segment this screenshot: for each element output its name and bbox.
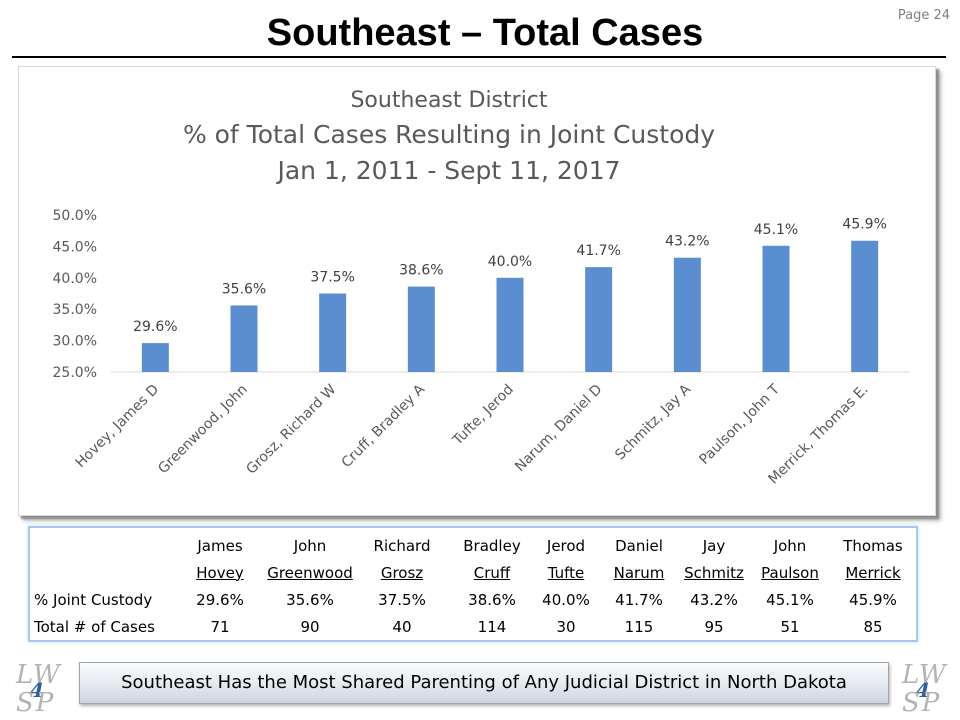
lwsp-logo-right: LW 4 SP xyxy=(902,660,948,718)
table-cell: Grosz xyxy=(380,563,424,582)
chart-title-line: Jan 1, 2011 - Sept 11, 2017 xyxy=(275,156,620,185)
title-underline xyxy=(12,56,946,58)
x-category-label: Greenwood, John xyxy=(155,382,251,478)
table-cell: John xyxy=(293,536,327,555)
table-cell: 40.0% xyxy=(542,590,590,609)
row-header xyxy=(34,532,176,559)
table-cell: Jay xyxy=(702,536,726,555)
x-category-label: Narum, Daniel D xyxy=(512,382,605,475)
table-cell: Bradley xyxy=(463,536,521,555)
table-cell: James xyxy=(197,536,243,555)
bar-data-label: 37.5% xyxy=(310,270,354,286)
bar-data-label: 45.9% xyxy=(842,217,886,233)
table-cell: Thomas xyxy=(843,536,903,555)
bar xyxy=(851,240,879,372)
row-header: Total # of Cases xyxy=(34,617,155,636)
table-cell: 38.6% xyxy=(468,590,516,609)
table-cell: 41.7% xyxy=(615,590,663,609)
bar-chart: Southeast District % of Total Cases Resul… xyxy=(53,88,909,488)
bar xyxy=(230,305,258,372)
bar-data-label: 45.1% xyxy=(754,222,798,238)
summary-table: James John Richard Bradley Jerod Daniel Jay Joh… xyxy=(34,532,912,640)
bar-data-label: 43.2% xyxy=(665,234,709,250)
x-category-label: Grosz, Richard W xyxy=(243,381,339,477)
joint-custody-row: % Joint Custody 29.6% 35.6% 37.5% 38.6% 40.0%… xyxy=(34,586,912,613)
bar xyxy=(141,343,169,372)
table-cell: Merrick xyxy=(845,563,901,582)
table-cell: Richard xyxy=(373,536,431,555)
first-name-row: James John Richard Bradley Jerod Daniel Jay Joh… xyxy=(34,532,912,559)
table-cell: Narum xyxy=(613,563,665,582)
table-cell: Tufte xyxy=(547,563,585,582)
table-cell: Daniel xyxy=(615,536,663,555)
table-cell: 29.6% xyxy=(196,590,244,609)
table-cell: Hovey xyxy=(196,563,244,582)
table-cell: 45.9% xyxy=(849,590,897,609)
chart-panel: Southeast District % of Total Cases Resul… xyxy=(18,66,936,516)
table-cell: Greenwood xyxy=(267,563,353,582)
table-cell: 114 xyxy=(477,617,507,636)
page-number: Page 24 xyxy=(897,8,950,23)
lwsp-logo-left: LW 4 SP xyxy=(16,660,62,718)
table-cell: John xyxy=(773,536,807,555)
x-category-label: Merrick, Thomas E. xyxy=(766,382,872,488)
table-cell: 51 xyxy=(780,617,800,636)
page-title: Southeast – Total Cases xyxy=(266,12,704,54)
bar xyxy=(319,293,347,372)
table-cell: 85 xyxy=(863,617,883,636)
footer-banner: Southeast Has the Most Shared Parenting … xyxy=(79,662,889,704)
row-header xyxy=(34,559,176,586)
table-cell: 115 xyxy=(624,617,654,636)
x-category-label: Paulson, John T xyxy=(696,381,783,468)
table-cell: Paulson xyxy=(761,563,819,582)
x-category-label: Tufte, Jerod xyxy=(449,382,517,450)
bar xyxy=(407,286,435,372)
table-cell: 30 xyxy=(556,617,576,636)
table-cell: 35.6% xyxy=(286,590,334,609)
bar xyxy=(585,267,613,372)
bar xyxy=(673,257,701,372)
x-category-label: Hovey, James D xyxy=(73,382,163,472)
x-category-label: Schmitz, Jay A xyxy=(612,381,694,463)
y-tick-label: 35.0% xyxy=(53,302,97,318)
last-name-row: Hovey Greenwood Grosz Cruff Tufte Narum Schmit… xyxy=(34,559,912,586)
y-tick-label: 40.0% xyxy=(53,271,97,287)
bar-data-label: 40.0% xyxy=(488,254,532,270)
x-category-label: Cruff, Bradley A xyxy=(339,381,429,471)
y-tick-label: 30.0% xyxy=(53,334,97,350)
table-cell: 43.2% xyxy=(690,590,738,609)
y-tick-label: 50.0% xyxy=(53,208,97,224)
bar-data-label: 35.6% xyxy=(222,281,266,297)
y-tick-label: 25.0% xyxy=(53,365,97,381)
table-cell: Jerod xyxy=(546,536,586,555)
y-tick-label: 45.0% xyxy=(53,239,97,255)
table-cell: Cruff xyxy=(473,563,511,582)
table-cell: 71 xyxy=(210,617,230,636)
bar-data-label: 29.6% xyxy=(133,319,177,335)
table-cell: 90 xyxy=(300,617,320,636)
chart-title-line: Southeast District xyxy=(350,88,547,113)
table-cell: 40 xyxy=(392,617,412,636)
row-header: % Joint Custody xyxy=(34,590,153,609)
bar xyxy=(762,245,790,372)
table-cell: 95 xyxy=(704,617,724,636)
table-cell: 37.5% xyxy=(378,590,426,609)
bar-data-label: 38.6% xyxy=(399,263,443,279)
total-cases-row: Total # of Cases 71 90 40 114 30 115 95 51 85 xyxy=(34,613,912,640)
table-cell: Schmitz xyxy=(684,563,744,582)
summary-table-panel: James John Richard Bradley Jerod Daniel Jay Joh… xyxy=(28,526,918,642)
bar-data-label: 41.7% xyxy=(576,243,620,259)
chart-title-line: % of Total Cases Resulting in Joint Cust… xyxy=(183,120,715,149)
table-cell: 45.1% xyxy=(766,590,814,609)
bar xyxy=(496,277,524,372)
